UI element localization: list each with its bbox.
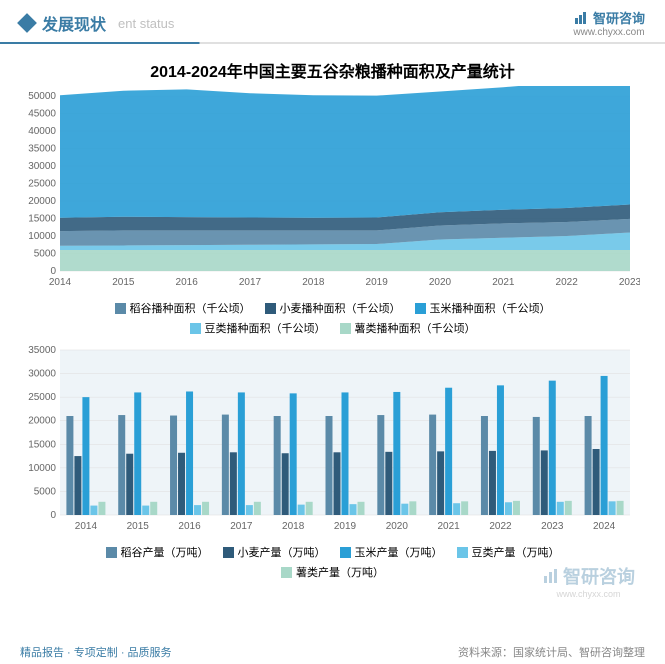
svg-text:2015: 2015 [112,277,135,288]
svg-text:2022: 2022 [556,277,579,288]
svg-text:2021: 2021 [438,521,461,532]
svg-text:2022: 2022 [489,521,512,532]
svg-text:15000: 15000 [28,214,56,225]
area-chart: 0 5000 10000 15000 20000 25000 30000 35000 40000… [25,86,640,296]
bar-chart-icon [573,10,589,26]
svg-text:10000: 10000 [28,463,56,474]
footer-left: 精品报告 · 专项定制 · 品质服务 [20,644,172,660]
legend-item: 豆类播种面积（千公顷） [190,320,326,336]
header-title: 发展现状 [42,11,106,35]
svg-text:2014: 2014 [49,277,72,288]
svg-text:25000: 25000 [28,179,56,190]
svg-text:2023: 2023 [619,277,640,288]
svg-text:2019: 2019 [366,277,389,288]
logo-url: www.chyxx.com [573,27,644,38]
svg-text:2017: 2017 [230,521,253,532]
svg-text:2021: 2021 [492,277,515,288]
legend-item: 小麦产量（万吨） [223,544,326,560]
bar-chart: 0 5000 10000 15000 20000 25000 30000 35000 2014 2… [25,340,640,540]
svg-text:2018: 2018 [282,521,305,532]
header-subtitle: ent status [118,16,174,31]
svg-text:2018: 2018 [302,277,325,288]
svg-text:2023: 2023 [541,521,564,532]
header-left: 发展现状 ent status [20,11,174,35]
legend-item: 薯类播种面积（千公顷） [340,320,476,336]
svg-text:2019: 2019 [334,521,357,532]
svg-text:0: 0 [50,510,56,521]
svg-text:25000: 25000 [28,392,56,403]
svg-text:0: 0 [50,266,56,277]
svg-text:35000: 35000 [28,144,56,155]
main-title: 2014-2024年中国主要五谷杂粮播种面积及产量统计 [0,50,665,86]
svg-text:30000: 30000 [28,161,56,172]
svg-text:20000: 20000 [28,416,56,427]
legend-item: 玉米产量（万吨） [340,544,443,560]
svg-text:2020: 2020 [429,277,452,288]
logo-text: 智研咨询 [593,8,645,27]
header-logo: 智研咨询 www.chyxx.com [573,8,645,38]
legend-item: 稻谷产量（万吨） [106,544,209,560]
legend-item: 豆类产量（万吨） [457,544,560,560]
svg-text:30000: 30000 [28,369,56,380]
svg-text:45000: 45000 [28,109,56,120]
svg-text:2024: 2024 [593,521,616,532]
svg-text:2015: 2015 [127,521,150,532]
legend-item: 薯类产量（万吨） [281,564,384,580]
footer-right: 资料来源：国家统计局、智研咨询整理 [458,644,645,660]
page-footer: 精品报告 · 专项定制 · 品质服务 资料来源：国家统计局、智研咨询整理 [0,644,665,660]
svg-text:20000: 20000 [28,196,56,207]
svg-text:40000: 40000 [28,126,56,137]
svg-text:15000: 15000 [28,439,56,450]
divider [0,42,665,44]
legend-item: 玉米播种面积（千公顷） [415,300,551,316]
page-header: 发展现状 ent status 智研咨询 www.chyxx.com [0,0,665,42]
legend-item: 稻谷播种面积（千公顷） [115,300,251,316]
svg-text:35000: 35000 [28,345,56,356]
watermark: 智研咨询 www.chyxx.com [542,563,635,599]
svg-text:2017: 2017 [239,277,262,288]
svg-text:50000: 50000 [28,91,56,102]
svg-text:5000: 5000 [34,486,57,497]
diamond-icon [17,13,37,33]
svg-text:2016: 2016 [178,521,201,532]
area-legend: 稻谷播种面积（千公顷） 小麦播种面积（千公顷） 玉米播种面积（千公顷） 豆类播种面积（… [25,296,640,340]
svg-text:2016: 2016 [176,277,199,288]
svg-text:2020: 2020 [386,521,409,532]
svg-text:2014: 2014 [75,521,98,532]
legend-item: 小麦播种面积（千公顷） [265,300,401,316]
svg-text:10000: 10000 [28,231,56,242]
svg-text:5000: 5000 [34,249,57,260]
